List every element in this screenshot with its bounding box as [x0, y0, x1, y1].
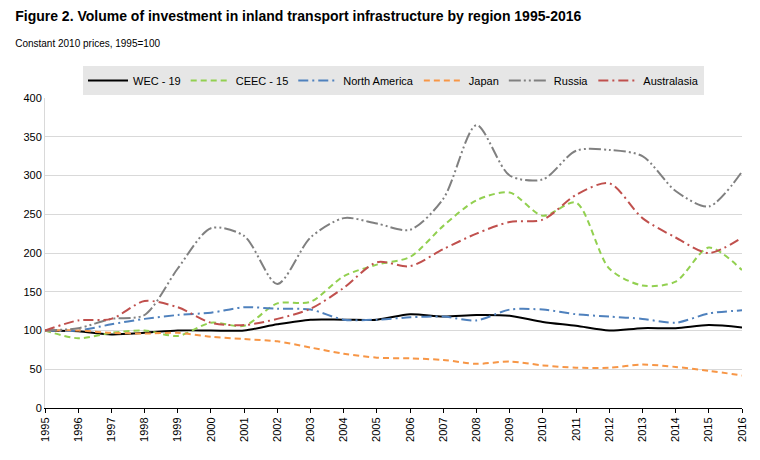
svg-text:2006: 2006	[404, 417, 416, 441]
svg-text:2010: 2010	[536, 417, 548, 441]
svg-text:0: 0	[36, 402, 42, 414]
svg-text:2013: 2013	[636, 417, 648, 441]
svg-text:100: 100	[23, 324, 41, 336]
svg-text:Australasia: Australasia	[643, 75, 698, 87]
svg-text:Russia: Russia	[554, 75, 589, 87]
svg-text:1995: 1995	[39, 417, 51, 441]
svg-text:50: 50	[30, 363, 42, 375]
svg-text:2016: 2016	[736, 417, 748, 441]
svg-text:1999: 1999	[171, 417, 183, 441]
svg-text:250: 250	[23, 208, 41, 220]
svg-text:2002: 2002	[271, 417, 283, 441]
svg-text:1996: 1996	[72, 417, 84, 441]
svg-text:CEEC - 15: CEEC - 15	[236, 75, 289, 87]
svg-text:2001: 2001	[238, 417, 250, 441]
svg-text:2011: 2011	[570, 417, 582, 441]
svg-text:1998: 1998	[138, 417, 150, 441]
svg-text:2008: 2008	[470, 417, 482, 441]
svg-text:150: 150	[23, 286, 41, 298]
svg-text:2014: 2014	[669, 417, 681, 441]
svg-text:2004: 2004	[337, 417, 349, 441]
svg-text:2003: 2003	[304, 417, 316, 441]
svg-text:2005: 2005	[370, 417, 382, 441]
svg-text:1997: 1997	[105, 417, 117, 441]
svg-text:200: 200	[23, 247, 41, 259]
svg-text:Japan: Japan	[469, 75, 499, 87]
svg-text:2012: 2012	[603, 417, 615, 441]
svg-text:WEC - 19: WEC - 19	[133, 75, 181, 87]
svg-text:300: 300	[23, 169, 41, 181]
svg-text:Figure 2. Volume of investment: Figure 2. Volume of investment in inland…	[15, 8, 581, 24]
svg-text:2009: 2009	[503, 417, 515, 441]
svg-text:Constant 2010 prices, 1995=100: Constant 2010 prices, 1995=100	[15, 38, 160, 49]
svg-text:2015: 2015	[702, 417, 714, 441]
svg-text:North America: North America	[343, 75, 414, 87]
svg-text:350: 350	[23, 131, 41, 143]
svg-text:2007: 2007	[437, 417, 449, 441]
svg-text:400: 400	[23, 92, 41, 104]
svg-text:2000: 2000	[205, 417, 217, 441]
